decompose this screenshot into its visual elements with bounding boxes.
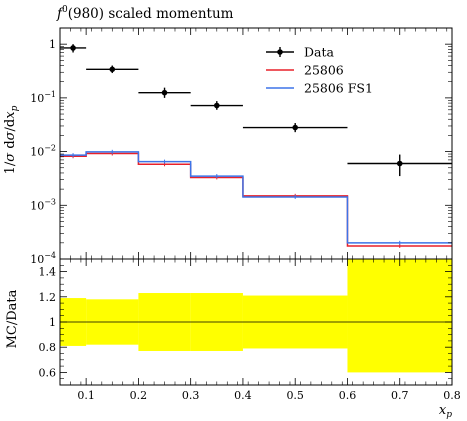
- data-marker: [214, 102, 220, 109]
- main-y-axis-label: 1/σ dσ/dxp: [3, 105, 20, 174]
- title-prefix: f: [56, 6, 64, 22]
- legend-label: 25806 FS1: [304, 81, 373, 96]
- data-point: [86, 65, 139, 74]
- y-tick-label: 1: [49, 38, 56, 51]
- series-line: [60, 152, 452, 247]
- ratio-y-tick-label: 0.6: [39, 366, 57, 379]
- x-tick-label: 0.4: [234, 389, 252, 402]
- data-point: [242, 123, 348, 133]
- main-frame: [59, 27, 453, 260]
- x-tick-label: 0.8: [443, 389, 461, 402]
- ratio-y-tick-label: 1: [49, 316, 56, 329]
- ratio-y-tick-label: 0.8: [39, 341, 57, 354]
- data-point: [190, 101, 243, 110]
- ratio-plot: 0.6 0.8 1 1.2 1.4 0.1 0.2 0.3 0.4 0.5 0.6 0.7 0.8: [39, 258, 461, 402]
- x-tick-label: 0.7: [391, 389, 409, 402]
- main-axes: 1 10−1 10−2 10−3 10−4: [30, 27, 453, 266]
- main-plot: 1 10−1 10−2 10−3 10−4 Data 25806 25806 FS1: [30, 27, 453, 266]
- ratio-band-bin: [347, 259, 452, 373]
- ratio-y-tick-label: 1.2: [39, 291, 57, 304]
- data-point: [138, 87, 191, 98]
- data-marker: [161, 89, 168, 96]
- y-tick-label: 10−3: [30, 197, 56, 212]
- data-point: [347, 154, 452, 177]
- ratio-axes: 0.6 0.8 1 1.2 1.4 0.1 0.2 0.3 0.4 0.5 0.6 0.7 0.8: [39, 258, 461, 402]
- x-tick-label: 0.5: [286, 389, 304, 402]
- series-line: [60, 151, 452, 244]
- data-point: [60, 44, 87, 53]
- chart-title: f0(980) scaled momentum: [56, 5, 234, 22]
- x-tick-label: 0.3: [182, 389, 200, 402]
- ratio-band: [60, 259, 452, 373]
- title-superscript: 0: [62, 5, 68, 15]
- legend: Data 25806 25806 FS1: [266, 45, 373, 96]
- x-tick-label: 0.2: [130, 389, 148, 402]
- y-tick-label: 10−1: [30, 90, 56, 105]
- ratio-y-tick-label: 1.4: [39, 266, 57, 279]
- legend-entry: Data: [266, 45, 334, 60]
- y-tick-label: 10−2: [30, 144, 56, 159]
- legend-swatch: [277, 49, 283, 55]
- legend-label: 25806: [304, 63, 344, 78]
- data-marker: [292, 124, 299, 131]
- data-marker: [70, 45, 76, 51]
- main-histograms: [60, 149, 452, 248]
- legend-entry: 25806: [266, 63, 344, 78]
- ratio-y-axis-label: MC/Data: [5, 289, 20, 348]
- y-tick-label: 10−4: [30, 251, 56, 266]
- main-data-points: [60, 44, 452, 177]
- legend-entry: 25806 FS1: [266, 81, 373, 96]
- data-marker: [396, 160, 403, 167]
- title-suffix: (980) scaled momentum: [68, 6, 234, 22]
- legend-label: Data: [304, 45, 334, 60]
- x-axis-label: xp: [439, 403, 452, 420]
- data-marker: [109, 66, 116, 73]
- x-tick-label: 0.1: [77, 389, 95, 402]
- x-tick-label: 0.6: [339, 389, 357, 402]
